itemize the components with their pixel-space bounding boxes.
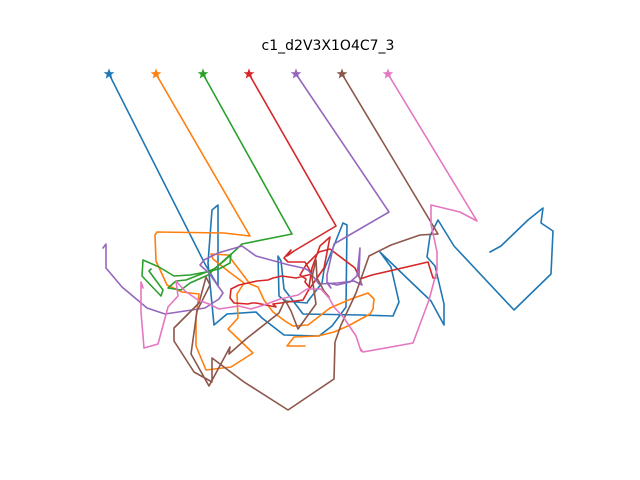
series-line-6 xyxy=(173,73,439,411)
series-line-3 xyxy=(141,73,293,297)
series-line-4 xyxy=(229,73,437,308)
series-start-marker-7 xyxy=(382,68,394,79)
series-start-marker-5 xyxy=(290,68,302,79)
series-line-7 xyxy=(140,73,478,353)
series-start-marker-3 xyxy=(197,68,209,79)
series-line-1 xyxy=(108,73,554,337)
series-start-marker-1 xyxy=(103,68,115,79)
series-start-marker-6 xyxy=(336,68,348,79)
series-layer xyxy=(102,68,554,411)
series-start-marker-2 xyxy=(150,68,162,79)
series-start-marker-4 xyxy=(243,68,255,79)
chart-title: c1_d2V3X1O4C7_3 xyxy=(262,38,395,54)
